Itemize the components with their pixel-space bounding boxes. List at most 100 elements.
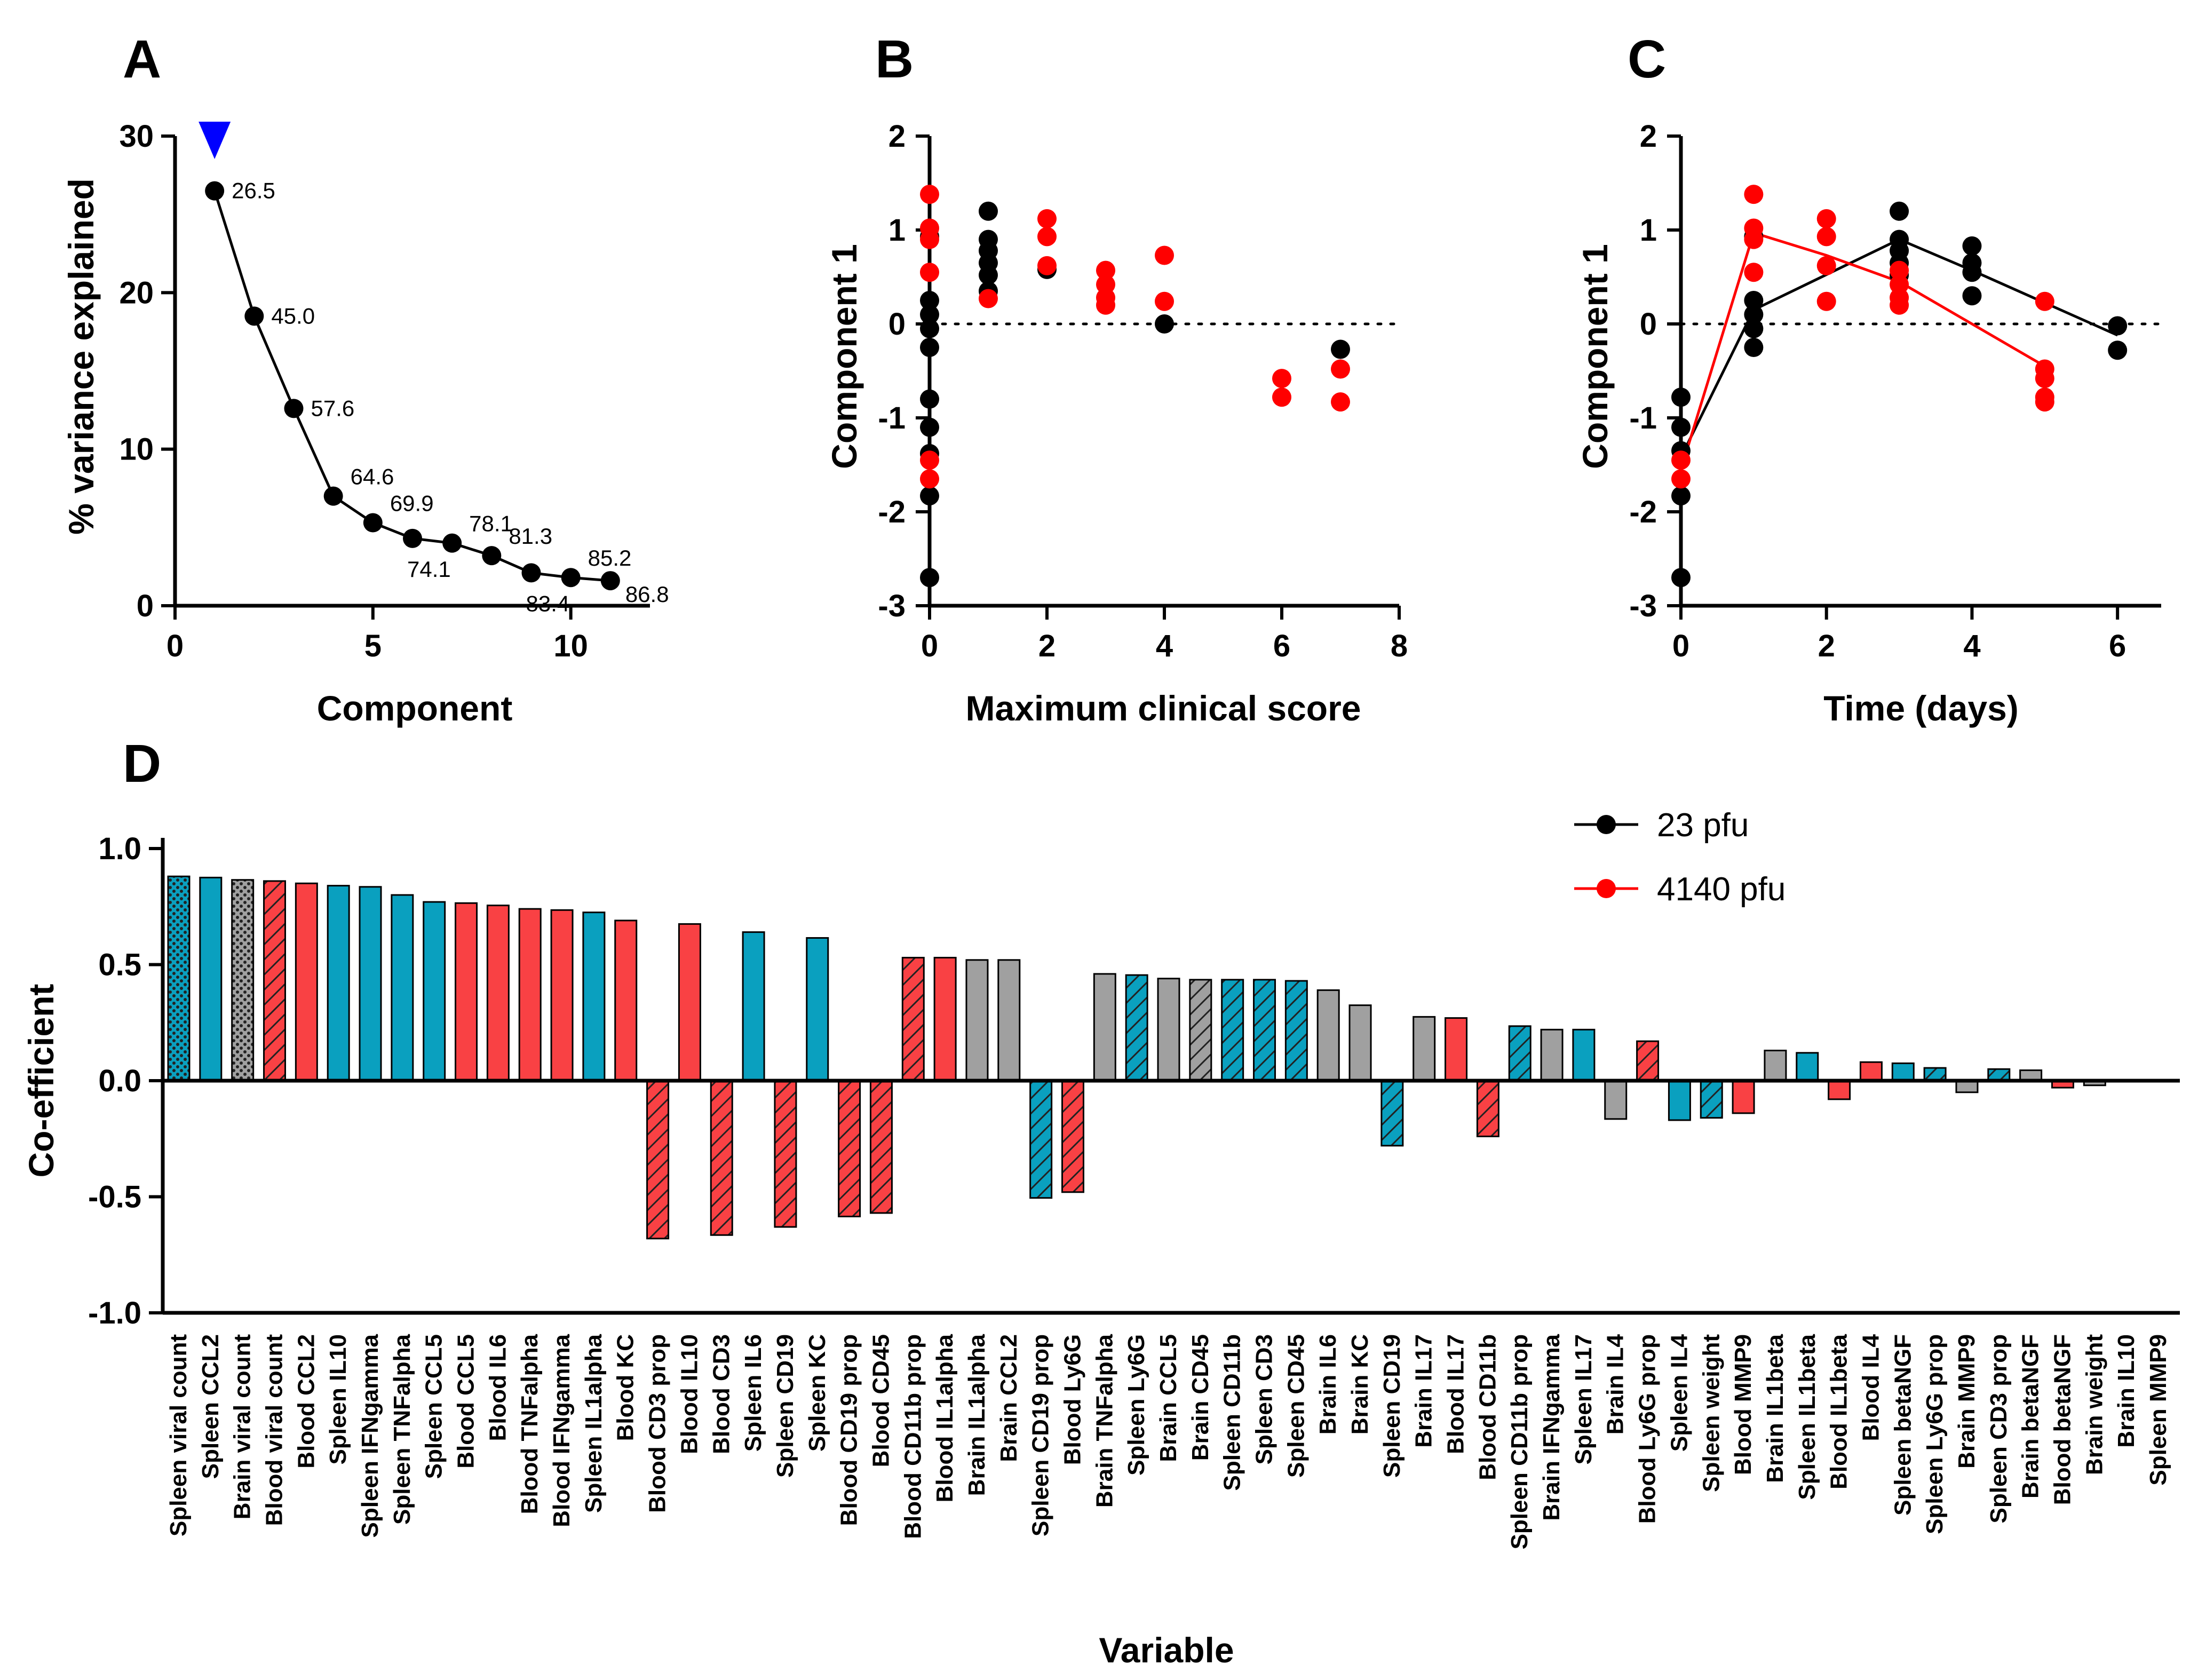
panel-b-point — [920, 450, 939, 470]
panel-a-point — [521, 563, 541, 583]
panel-c-point — [2035, 291, 2054, 311]
panel-a-point-label: 57.6 — [311, 395, 355, 421]
panel-c-point — [1744, 263, 1764, 282]
panel-d-bar — [1923, 1067, 1947, 1082]
panel-d-category-label: Blood IFNgamma — [549, 1334, 575, 1527]
panel-b-point — [1096, 295, 1115, 315]
panel-d-category-label: Spleen weight — [1698, 1334, 1724, 1492]
panel-b-xtick-label: 8 — [1391, 629, 1408, 663]
panel-d-category-label: Spleen CD19 prop — [1028, 1334, 1054, 1536]
panel-b-xtick-label: 0 — [921, 629, 938, 663]
panel-d-bar — [646, 1080, 670, 1240]
panel-d-category-label: Blood TNFalpha — [517, 1334, 543, 1514]
panel-d-bar — [231, 879, 255, 1082]
panel-a-point-label: 81.3 — [509, 524, 552, 549]
panel-d-category-label: Blood CCL2 — [293, 1334, 319, 1469]
panel-d-category-label: Spleen CD19 — [1379, 1334, 1405, 1478]
panel-d-ytick-label: 0.5 — [98, 948, 141, 982]
panel-c-point — [1962, 236, 1982, 256]
panel-b-ytick-label: -2 — [878, 495, 906, 529]
panel-c-point — [1744, 291, 1764, 310]
panel-d-bar — [1828, 1080, 1851, 1100]
panel-b-point — [1037, 227, 1057, 247]
panel-d-category-label: Blood IL10 — [676, 1334, 702, 1454]
panel-d-category-label: Blood CD3 — [708, 1334, 734, 1454]
panel-d-bar — [582, 912, 606, 1082]
panel-letter-b: B — [875, 29, 914, 89]
panel-d-bar — [486, 905, 510, 1082]
panel-d-category-label: Spleen CD19 — [772, 1334, 798, 1478]
panel-d-category-label: Brain IL4 — [1602, 1334, 1629, 1435]
panel-c-point — [1890, 275, 1909, 295]
panel-d-bar — [167, 875, 191, 1082]
panel-d-bar — [1029, 1080, 1053, 1199]
panel-d-category-label: Blood KC — [613, 1334, 639, 1441]
panel-a-point — [482, 546, 502, 566]
panel-b-point — [920, 185, 939, 204]
panel-d-bar — [1221, 979, 1244, 1082]
panel-d-category-label: Blood CD11b prop — [900, 1334, 926, 1539]
panel-d-category-label: Brain CCL2 — [996, 1334, 1022, 1462]
panel-b-point — [920, 417, 939, 437]
panel-d-category-label: Spleen viral count — [165, 1334, 192, 1536]
panel-b-ytick-label: -1 — [878, 401, 906, 435]
panel-d-bar — [1508, 1025, 1532, 1082]
panel-d-category-label: Brain KC — [1347, 1334, 1373, 1435]
panel-d-bar — [1764, 1049, 1787, 1082]
panel-b-point — [920, 389, 939, 409]
panel-c-point — [2108, 340, 2128, 360]
panel-b-point — [920, 291, 939, 310]
panel-c-point — [2035, 369, 2054, 389]
panel-c-point — [1816, 291, 1836, 311]
panel-c-point — [1671, 450, 1691, 470]
panel-a-point — [363, 513, 383, 533]
panel-b-point — [1155, 245, 1174, 265]
panel-b-ytick-label: 1 — [888, 213, 906, 248]
panel-b-xtick-label: 6 — [1273, 629, 1290, 663]
panel-d-bar — [1093, 973, 1116, 1082]
panel-b-point — [920, 305, 939, 324]
panel-d-bar — [742, 931, 765, 1082]
panel-b-point — [1096, 260, 1115, 280]
panel-d-category-label: Spleen TNFalpha — [389, 1334, 415, 1524]
panel-b-ytick-label: -3 — [878, 589, 906, 623]
panel-b-ytick-label: 2 — [888, 119, 906, 154]
panel-a-point-label: 26.5 — [232, 178, 275, 203]
panel-d-category-label: Spleen CD3 — [1251, 1334, 1277, 1465]
panel-d-coefficient-chart: Variable Co-efficient -1.0 -0.5 0.0 0.5 1.0 S… — [21, 831, 2180, 1670]
panel-d-category-label: Spleen IL1alpha — [581, 1334, 607, 1513]
panel-d-category-label: Blood CD11b — [1474, 1334, 1501, 1480]
panel-d-category-label: Spleen IL4 — [1666, 1334, 1692, 1452]
panel-d-bar — [1636, 1040, 1660, 1082]
panel-d-bar — [1413, 1016, 1436, 1082]
panel-d-category-label: Spleen MMP9 — [2145, 1334, 2171, 1486]
panel-d-category-label: Brain CCL5 — [1155, 1334, 1181, 1462]
panel-d-category-label: Blood CD3 prop — [645, 1334, 671, 1513]
panel-b-ytick-label: 0 — [888, 307, 906, 342]
panel-d-bar — [1476, 1080, 1499, 1137]
panel-d-bar — [806, 937, 829, 1082]
panel-d-category-label: Blood CD19 prop — [836, 1334, 862, 1526]
panel-d-category-label: Brain betaNGF — [2018, 1334, 2044, 1499]
legend-marker-23pfu — [1597, 815, 1616, 834]
panel-c-point — [1671, 469, 1691, 489]
panel-d-category-label: Spleen IL6 — [740, 1334, 766, 1452]
panel-d-bar — [1380, 1080, 1404, 1147]
panel-a-point-label: 86.8 — [625, 582, 669, 607]
panel-d-bar — [1859, 1061, 1883, 1082]
panel-d-category-label: Blood Ly6G prop — [1634, 1334, 1661, 1524]
panel-d-bar — [1125, 974, 1148, 1082]
panel-c-ytick-label: 0 — [1640, 307, 1657, 342]
panel-d-category-label: Blood IL17 — [1443, 1334, 1469, 1454]
panel-d-category-label: Blood viral count — [261, 1334, 288, 1526]
panel-d-category-label: Blood betaNGF — [2049, 1334, 2075, 1505]
panel-b-point — [920, 338, 939, 357]
panel-d-ytick-label: -1.0 — [88, 1296, 141, 1330]
panel-d-bar — [1316, 989, 1340, 1082]
panel-d-bar — [327, 885, 350, 1082]
panel-c-point — [1744, 229, 1764, 249]
panel-d-category-label: Blood CD45 — [868, 1334, 894, 1467]
panel-a-point-label: 45.0 — [271, 303, 315, 328]
panel-b-point — [1272, 369, 1291, 389]
panel-d-bar — [1604, 1080, 1628, 1120]
